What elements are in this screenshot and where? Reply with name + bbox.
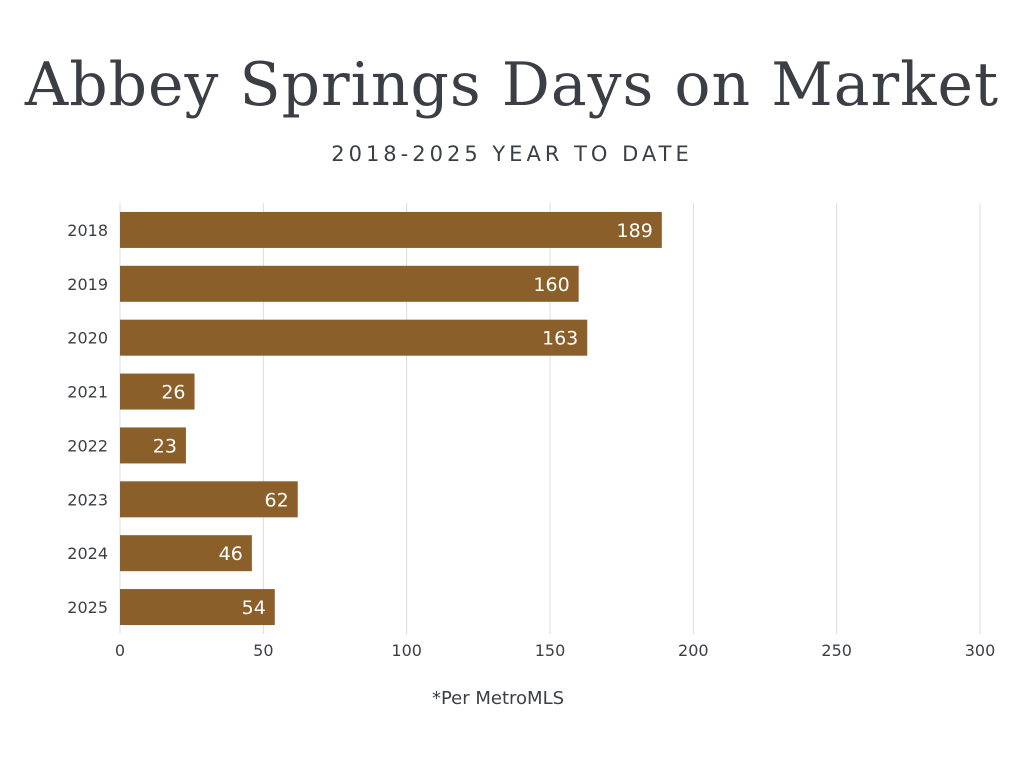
x-tick-label: 200 xyxy=(678,641,709,660)
data-label: 54 xyxy=(242,597,266,619)
x-tick-label: 50 xyxy=(253,641,273,660)
category-label: 2024 xyxy=(67,544,108,563)
bar xyxy=(120,373,195,410)
x-tick-label: 0 xyxy=(115,641,125,660)
chart-title: Abbey Springs Days on Market xyxy=(24,50,1000,120)
data-label: 46 xyxy=(219,543,243,565)
data-label: 163 xyxy=(542,328,578,350)
chart-subtitle: 2018-2025 YEAR TO DATE xyxy=(331,142,693,166)
x-tick-label: 300 xyxy=(965,641,996,660)
category-label: 2020 xyxy=(67,329,108,348)
footnote: *Per MetroMLS xyxy=(431,688,565,709)
data-label: 160 xyxy=(533,274,569,296)
category-label: 2021 xyxy=(67,383,108,402)
bar xyxy=(120,211,662,248)
data-label: 26 xyxy=(161,382,185,404)
bar xyxy=(120,427,186,464)
data-label: 62 xyxy=(265,489,289,511)
data-label: 189 xyxy=(617,220,653,242)
category-label: 2023 xyxy=(67,490,108,509)
bar xyxy=(120,265,579,302)
bar xyxy=(120,319,588,356)
data-label: 23 xyxy=(153,435,177,457)
bar xyxy=(120,481,298,518)
x-tick-label: 150 xyxy=(535,641,566,660)
bar xyxy=(120,535,252,572)
category-label: 2022 xyxy=(67,436,108,455)
category-label: 2018 xyxy=(67,221,108,240)
x-tick-label: 100 xyxy=(391,641,422,660)
category-label: 2025 xyxy=(67,598,108,617)
bar xyxy=(120,589,275,626)
category-label: 2019 xyxy=(67,275,108,294)
x-tick-label: 250 xyxy=(821,641,852,660)
